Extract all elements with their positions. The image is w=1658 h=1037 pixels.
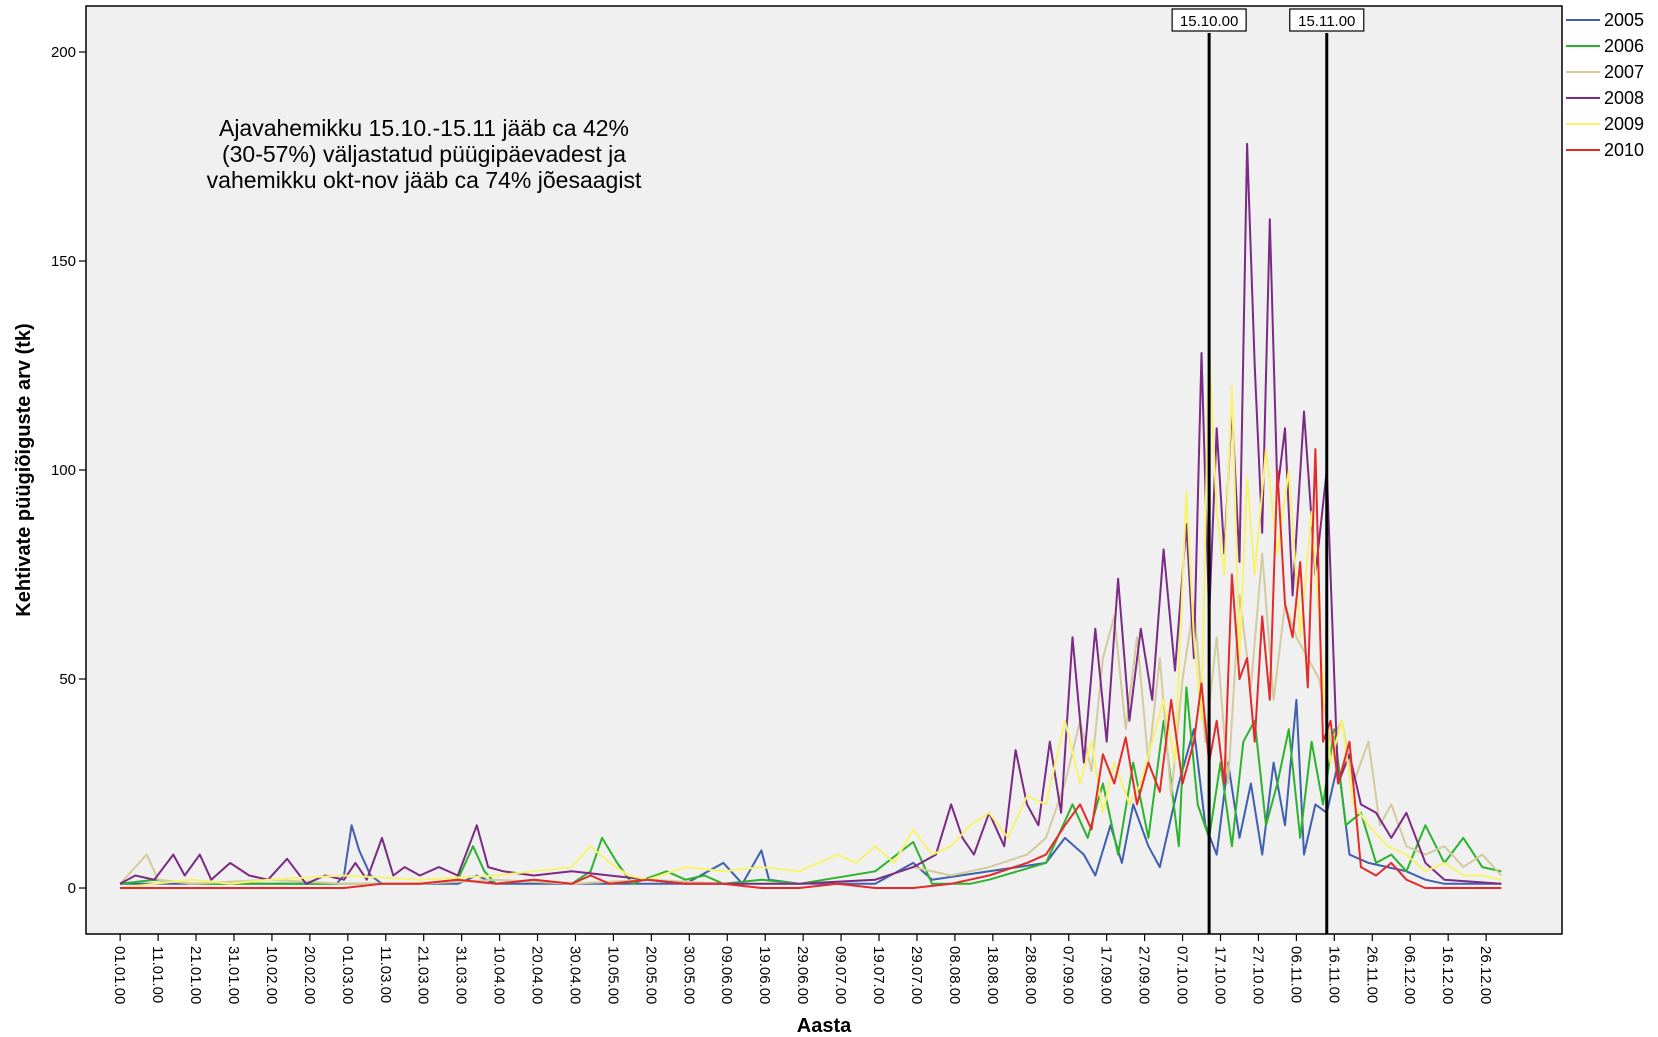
x-tick-label: 11.03.00 (377, 946, 394, 1003)
x-tick-label: 16.12.00 (1439, 946, 1456, 1004)
x-tick-label: 29.06.00 (794, 946, 811, 1004)
x-tick-label: 30.05.00 (680, 946, 697, 1004)
annotation-line-3: vahemikku okt-nov jääb ca 74% jõesaagist (207, 167, 642, 193)
x-tick-label: 06.11.00 (1287, 946, 1304, 1003)
x-tick-label: 10.05.00 (604, 946, 621, 1004)
x-tick-label: 26.12.00 (1477, 946, 1494, 1004)
x-tick-label: 09.07.00 (832, 946, 849, 1004)
x-tick-label: 10.04.00 (491, 946, 508, 1004)
legend-label-2006: 2006 (1604, 36, 1644, 56)
x-tick-label: 30.04.00 (566, 946, 583, 1004)
x-tick-label: 27.10.00 (1249, 946, 1266, 1004)
series-line-2009 (119, 343, 1502, 889)
x-tick-label: 08.08.00 (946, 946, 963, 1004)
series-line-2008 (119, 142, 1502, 885)
annotation-line-1: Ajavahemikku 15.10.-15.11 jääb ca 42% (219, 115, 629, 141)
y-tick-label: 0 (68, 880, 76, 897)
x-tick-label: 20.04.00 (529, 946, 546, 1004)
x-axis: 01.01.00 11.01.00 21.01.00 31.01.00 10.02.00… (111, 934, 1494, 1004)
x-tick-label: 11.01.00 (149, 946, 166, 1003)
legend-label-2009: 2009 (1604, 114, 1644, 134)
x-tick-label: 17.09.00 (1098, 946, 1115, 1004)
x-tick-label: 27.09.00 (1136, 946, 1153, 1004)
y-axis: 0 50 100 150 200 (51, 44, 86, 897)
x-tick-label: 29.07.00 (908, 946, 925, 1004)
x-tick-label: 09.06.00 (718, 946, 735, 1004)
reference-label: 15.11.00 (1298, 13, 1355, 30)
x-tick-label: 18.08.00 (984, 946, 1001, 1004)
reference-label-box (1289, 8, 1365, 32)
reference-lines: 15.10.00 15.11.00 (1171, 8, 1365, 934)
x-tick-label: 19.07.00 (870, 946, 887, 1004)
series-line-2010 (120, 448, 1502, 889)
y-tick-label: 150 (51, 253, 76, 270)
y-axis-title: Kehtivate püügiõiguste arv (tk) (13, 323, 35, 616)
x-tick-label: 07.10.00 (1174, 946, 1191, 1004)
y-tick-label: 50 (59, 671, 76, 688)
x-tick-label: 16.11.00 (1325, 946, 1342, 1003)
x-tick-label: 31.01.00 (225, 946, 242, 1004)
x-tick-label: 21.03.00 (415, 946, 432, 1004)
legend-label-2007: 2007 (1604, 62, 1644, 82)
y-tick-label: 100 (51, 462, 76, 479)
x-tick-label: 01.03.00 (339, 946, 356, 1004)
x-tick-label: 17.10.00 (1212, 946, 1229, 1004)
x-tick-label: 01.01.00 (111, 946, 128, 1004)
annotation-text-block: Ajavahemikku 15.10.-15.11 jääb ca 42% (3… (207, 115, 642, 193)
x-tick-label: 07.09.00 (1060, 946, 1077, 1004)
x-axis-title: Aasta (797, 1015, 852, 1037)
x-tick-label: 31.03.00 (453, 946, 470, 1004)
y-tick-label: 200 (51, 44, 76, 61)
series-line-2007 (119, 552, 1503, 885)
x-tick-label: 28.08.00 (1022, 946, 1039, 1004)
annotation-line-2: (30-57%) väljastatud püügipäevadest ja (222, 141, 626, 167)
legend: 2005 2006 2007 2008 2009 2010 (1566, 10, 1644, 160)
x-tick-label: 20.05.00 (642, 946, 659, 1004)
x-tick-label: 20.02.00 (301, 946, 318, 1004)
series-line-2005 (120, 698, 1502, 885)
x-tick-label: 21.01.00 (187, 946, 204, 1004)
legend-label-2008: 2008 (1604, 88, 1644, 108)
reference-label-box (1171, 8, 1247, 32)
x-tick-label: 19.06.00 (756, 946, 773, 1004)
reference-label: 15.10.00 (1180, 13, 1238, 30)
x-tick-label: 06.12.00 (1401, 946, 1418, 1004)
series-layer (119, 142, 1503, 889)
x-tick-label: 26.11.00 (1363, 946, 1380, 1003)
x-tick-label: 10.02.00 (263, 946, 280, 1004)
legend-label-2010: 2010 (1604, 140, 1644, 160)
legend-label-2005: 2005 (1604, 10, 1644, 30)
